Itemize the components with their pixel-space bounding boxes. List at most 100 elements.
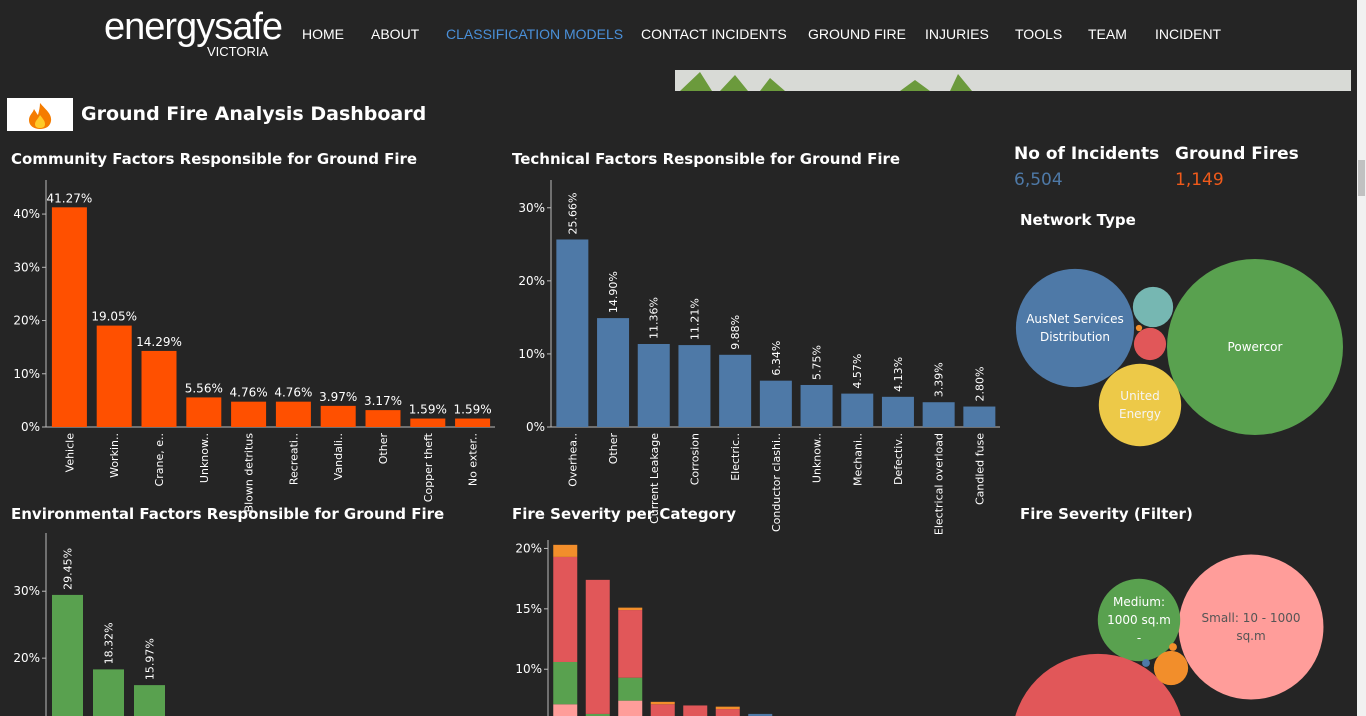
bar-value-label: 3.97% (319, 390, 357, 404)
bar (410, 418, 446, 427)
bar-value-label: 2.80% (973, 367, 986, 402)
nav-link[interactable]: TEAM (1088, 26, 1127, 42)
bar-value-label: 29.45% (62, 548, 75, 590)
scrollbar-thumb[interactable] (1358, 160, 1365, 196)
bar (881, 396, 914, 427)
bar-value-label: 1.59% (409, 403, 447, 417)
nav-link[interactable]: INCIDENT (1155, 26, 1222, 42)
bubble-label: Small: 10 - 1000 sq.m (1201, 611, 1301, 643)
bar-segment (748, 713, 773, 716)
bar (365, 410, 401, 427)
x-tick-label: Defectiv.. (892, 433, 905, 485)
bubble (1015, 653, 1181, 716)
x-tick-label: Electrical overload (933, 433, 946, 535)
bar-value-label: 15.97% (144, 638, 157, 680)
y-tick-label: 15% (515, 602, 542, 616)
bar-value-label: 4.13% (892, 357, 905, 392)
y-tick-label: 30% (13, 260, 40, 274)
bar-value-label: 11.36% (648, 297, 661, 339)
y-tick-label: 30% (518, 201, 545, 215)
x-tick-label: Conductor clashi.. (770, 433, 783, 532)
bar-segment (585, 713, 610, 716)
bar-segment (715, 709, 740, 716)
x-tick-label: Vehicle (63, 433, 76, 473)
bar-value-label: 6.34% (770, 341, 783, 376)
bubble-label: AusNet Services Distribution (1026, 312, 1124, 344)
y-tick-label: 20% (13, 651, 40, 665)
dashboard-title: Ground Fire Analysis Dashboard (81, 103, 427, 125)
bar-value-label: 5.75% (811, 345, 824, 380)
kpi-label: No of Incidents (1014, 144, 1160, 164)
x-tick-label: Copper theft (422, 432, 435, 502)
bubble-label: Powercor (1227, 340, 1283, 354)
nav-link[interactable]: GROUND FIRE (808, 26, 906, 42)
x-tick-label: Current Leakage (648, 433, 661, 524)
x-tick-label: Other (607, 433, 620, 465)
bar-value-label: 11.21% (688, 298, 701, 340)
nav-link[interactable]: HOME (302, 26, 344, 42)
logo-subtitle: VICTORIA (207, 44, 269, 59)
nav-link[interactable]: TOOLS (1015, 26, 1063, 42)
scrollbar-track (1357, 0, 1366, 716)
bar-value-label: 14.29% (136, 335, 182, 349)
x-tick-label: Unknow.. (811, 433, 824, 483)
x-tick-label: Overhea.. (566, 433, 579, 487)
bar-value-label: 5.56% (185, 381, 223, 395)
y-tick-label: 20% (13, 314, 40, 328)
bar (597, 318, 630, 427)
y-tick-label: 20% (515, 541, 542, 555)
bar (134, 685, 165, 716)
bar-value-label: 4.76% (274, 386, 312, 400)
bar-value-label: 3.39% (933, 362, 946, 397)
nav-link[interactable]: INJURIES (925, 26, 989, 42)
y-tick-label: 30% (13, 584, 40, 598)
bubble (1142, 659, 1150, 667)
kpi-value: 1,149 (1175, 170, 1224, 190)
bar-value-label: 3.17% (364, 394, 402, 408)
bubble (1153, 650, 1189, 686)
bar-segment (650, 701, 675, 705)
bar (800, 384, 833, 427)
logo[interactable]: energysafe (104, 6, 283, 48)
bar-value-label: 4.76% (230, 386, 268, 400)
chart-title: Technical Factors Responsible for Ground… (512, 150, 900, 168)
nav-link[interactable]: CONTACT INCIDENTS (641, 26, 787, 42)
nav-link[interactable]: CLASSIFICATION MODELS (446, 26, 624, 42)
bar-segment (650, 704, 675, 716)
y-tick-label: 10% (518, 347, 545, 361)
bar-value-label: 1.59% (454, 403, 492, 417)
bubble (1015, 268, 1135, 388)
bar (186, 397, 222, 427)
bar (922, 402, 955, 427)
bar-segment (683, 705, 708, 716)
bar (275, 401, 311, 427)
bar-segment (553, 704, 578, 716)
nav-link[interactable]: ABOUT (371, 26, 420, 42)
bar (51, 207, 87, 427)
x-tick-label: Recreati.. (287, 433, 300, 485)
bar-segment (553, 544, 578, 557)
bar-value-label: 41.27% (47, 191, 93, 205)
bar-value-label: 9.88% (729, 315, 742, 350)
chart-title: Community Factors Responsible for Ground… (11, 150, 417, 168)
bar (556, 239, 589, 427)
bubble (1132, 286, 1174, 328)
banner-leaves (680, 72, 972, 91)
bubble (1178, 554, 1324, 700)
banner-image (675, 70, 1351, 91)
bar (678, 345, 711, 427)
bubble-label: United Energy (1118, 389, 1161, 421)
x-tick-label: Candled fuse (973, 433, 986, 505)
bar (231, 401, 267, 427)
bar-value-label: 14.90% (607, 271, 620, 313)
bubble (1169, 643, 1177, 651)
y-tick-label: 40% (13, 207, 40, 221)
bubble (1098, 363, 1182, 447)
bar-value-label: 19.05% (91, 310, 137, 324)
bar-segment (715, 706, 740, 710)
bubble-label: Medium: 1000 sq.m - (1107, 595, 1171, 645)
bar (841, 393, 874, 427)
y-tick-label: 10% (13, 367, 40, 381)
bar (93, 669, 124, 716)
